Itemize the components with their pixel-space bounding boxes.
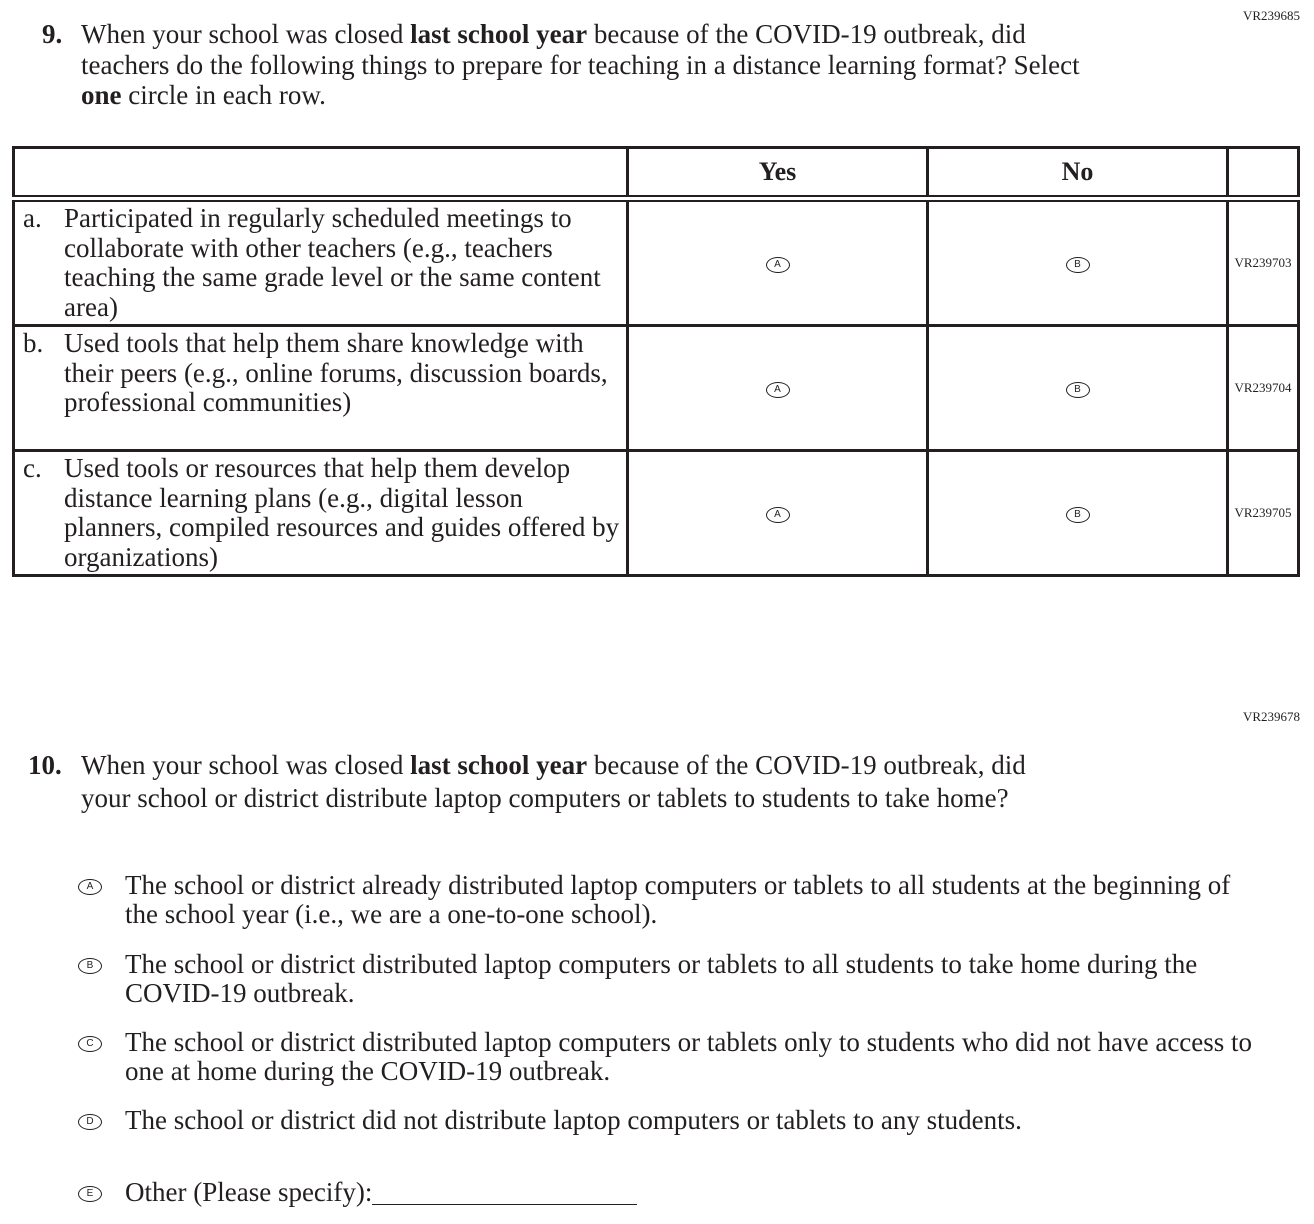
- option-label: The school or district distributed lapto…: [125, 1027, 1253, 1086]
- header-no: No: [926, 146, 1229, 202]
- row-text: Used tools that help them share knowledg…: [64, 328, 608, 417]
- question-number: 10.: [28, 750, 62, 780]
- q9-code: VR239685: [1242, 8, 1300, 23]
- question-number: 9.: [42, 19, 63, 49]
- option-radio[interactable]: A: [78, 879, 102, 895]
- other-specify-field[interactable]: [372, 1178, 638, 1205]
- option-c[interactable]: C The school or district distributed lapt…: [78, 1028, 1268, 1086]
- text: because of the COVID-19 outbreak, did te…: [81, 19, 1080, 80]
- row-text: Used tools or resources that help them d…: [64, 453, 620, 572]
- row-letter: b.: [23, 328, 44, 358]
- row-text: Participated in regularly scheduled meet…: [64, 203, 601, 322]
- text: When your school was closed: [81, 750, 411, 780]
- option-a[interactable]: A The school or district already distribu…: [78, 871, 1258, 929]
- option-b[interactable]: B The school or district distributed lapt…: [78, 950, 1258, 1008]
- option-radio[interactable]: D: [78, 1114, 102, 1130]
- table-row: c. Used tools or resources that help them…: [12, 449, 1300, 577]
- row-code: VR239703: [1226, 197, 1300, 327]
- emphasis: last school year: [410, 19, 588, 49]
- header-blank: [12, 146, 629, 202]
- question-text: When your school was closed last school …: [81, 749, 1071, 815]
- yes-radio[interactable]: A: [765, 256, 790, 273]
- option-radio[interactable]: E: [78, 1186, 102, 1202]
- yes-radio[interactable]: A: [765, 506, 790, 523]
- option-e[interactable]: E Other (Please specify):: [78, 1178, 1268, 1207]
- emphasis: last school year: [410, 750, 588, 780]
- q10-code: VR239678: [1242, 709, 1300, 724]
- option-label: Other (Please specify):: [125, 1177, 373, 1207]
- question-text: When your school was closed last school …: [81, 19, 1101, 111]
- text: because of the COVID-19 outbreak, did yo…: [81, 750, 1026, 813]
- emphasis: one: [81, 80, 122, 110]
- header-yes: Yes: [626, 146, 929, 202]
- yes-radio[interactable]: A: [765, 381, 790, 398]
- no-radio[interactable]: B: [1065, 256, 1090, 273]
- text: When your school was closed: [81, 19, 411, 49]
- table-row: a. Participated in regularly scheduled me…: [12, 197, 1300, 327]
- row-code: VR239704: [1226, 324, 1300, 452]
- option-radio[interactable]: B: [78, 958, 102, 974]
- option-label: The school or district did not distribut…: [125, 1105, 1022, 1135]
- option-d[interactable]: D The school or district did not distribu…: [78, 1106, 1268, 1135]
- option-radio[interactable]: C: [78, 1036, 102, 1052]
- row-letter: a.: [23, 203, 42, 233]
- row-letter: c.: [23, 453, 42, 483]
- option-label: The school or district distributed lapto…: [125, 949, 1198, 1008]
- text: circle in each row.: [121, 80, 326, 110]
- header-code: [1226, 146, 1300, 202]
- row-code: VR239705: [1226, 449, 1300, 577]
- no-radio[interactable]: B: [1065, 381, 1090, 398]
- no-radio[interactable]: B: [1065, 506, 1090, 523]
- option-label: The school or district already distribut…: [125, 870, 1231, 929]
- q9-grid: Yes No a. Participated in regularly sched…: [12, 146, 1300, 577]
- table-row: b. Used tools that help them share knowle…: [12, 324, 1300, 452]
